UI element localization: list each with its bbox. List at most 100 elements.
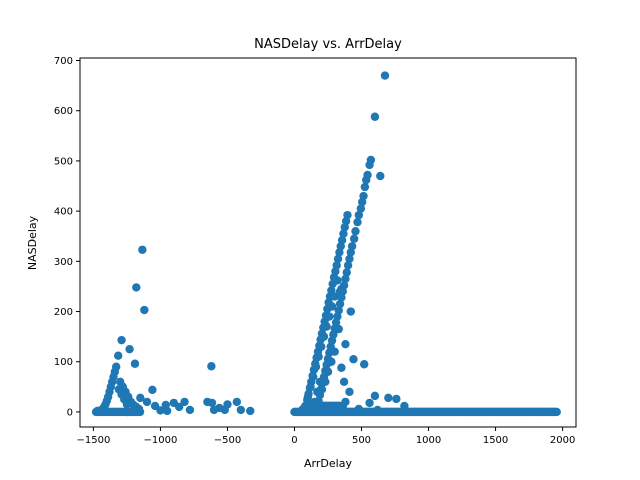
y-tick-label: 600 [54, 106, 73, 117]
y-axis-label: NASDelay [26, 215, 39, 270]
data-point [365, 398, 374, 408]
data-point [380, 71, 390, 80]
data-point [232, 397, 242, 407]
data-point [354, 404, 364, 414]
data-point [180, 397, 189, 407]
y-tick-label: 500 [54, 156, 73, 167]
data-point [114, 351, 123, 360]
x-axis-label: ArrDelay [304, 457, 352, 470]
y-tick-label: 100 [54, 357, 73, 368]
data-point [309, 372, 318, 381]
data-point [345, 254, 354, 264]
data-point [142, 397, 152, 407]
data-point [236, 405, 246, 415]
data-point [339, 377, 349, 387]
data-point [315, 377, 325, 387]
data-point [207, 398, 217, 408]
data-point [140, 305, 149, 315]
data-point [175, 402, 184, 412]
x-tick-label: 500 [352, 435, 371, 446]
data-point [345, 387, 354, 397]
data-point [333, 254, 343, 264]
y-tick-label: 400 [54, 207, 73, 218]
data-point [384, 393, 393, 403]
y-tick-label: 300 [54, 257, 73, 268]
data-point [148, 385, 157, 395]
data-point [349, 234, 359, 243]
y-tick-label: 200 [54, 307, 73, 318]
data-point [136, 393, 145, 403]
data-point [319, 332, 329, 341]
data-point [325, 312, 334, 321]
y-tick-label: 0 [67, 407, 73, 418]
data-point [339, 229, 348, 238]
x-tick-label: −1000 [144, 435, 178, 446]
data-point [125, 344, 134, 354]
data-point [323, 367, 333, 376]
data-point [327, 302, 337, 311]
data-point [303, 392, 313, 402]
x-tick-label: 2000 [550, 435, 575, 446]
data-point [335, 299, 345, 309]
data-point [343, 261, 353, 270]
data-point [337, 363, 346, 372]
x-tick-label: 1000 [416, 435, 441, 446]
data-point [95, 406, 105, 415]
data-point [335, 287, 345, 296]
x-tick-label: 0 [291, 435, 297, 446]
data-point [346, 307, 355, 316]
data-point [330, 347, 339, 356]
data-point [354, 210, 364, 220]
data-point [314, 352, 323, 361]
data-point [246, 406, 255, 416]
plot-frame [79, 57, 577, 428]
data-point [338, 402, 347, 412]
chart-title: NASDelay vs. ArrDelay [254, 37, 402, 52]
data-point [162, 406, 172, 416]
data-point [359, 360, 369, 369]
data-point [357, 197, 367, 207]
data-point [370, 391, 380, 401]
data-point-band-1 [552, 407, 561, 417]
data-point [334, 324, 343, 334]
data-point [306, 382, 315, 392]
x-axis: −1500 −1000 −500 0 500 1000 1500 2000 [76, 427, 575, 446]
data-point [360, 182, 370, 192]
data-point [335, 248, 344, 257]
data-point [313, 387, 322, 397]
data-point [311, 362, 321, 371]
data-point [349, 355, 358, 364]
data-point [340, 222, 349, 232]
x-tick-label: −1500 [76, 435, 110, 446]
data-point [132, 283, 141, 292]
data-point [138, 245, 147, 254]
data-point [356, 204, 366, 213]
points-layer [91, 71, 561, 417]
data-point [215, 403, 224, 413]
data-point [299, 406, 309, 415]
data-point [223, 400, 232, 409]
data-point [327, 357, 336, 366]
data-point [122, 400, 132, 409]
data-point [333, 276, 342, 285]
data-point [185, 405, 195, 415]
data-point [322, 322, 331, 331]
data-point [376, 171, 385, 181]
data-point [370, 112, 380, 121]
data-point [117, 335, 126, 345]
data-point [330, 292, 339, 301]
data-point [365, 160, 374, 170]
x-tick-label: −500 [214, 435, 241, 446]
x-tick-label: 1500 [483, 435, 508, 446]
data-point [346, 248, 355, 257]
data-point [392, 394, 401, 404]
data-point [341, 274, 350, 284]
data-point [317, 342, 326, 351]
data-point [400, 401, 409, 411]
data-point [207, 362, 216, 371]
data-point [362, 175, 371, 185]
data-point [353, 217, 362, 227]
data-point [130, 359, 140, 368]
y-axis: 0 100 200 300 400 500 600 700 [54, 56, 80, 418]
